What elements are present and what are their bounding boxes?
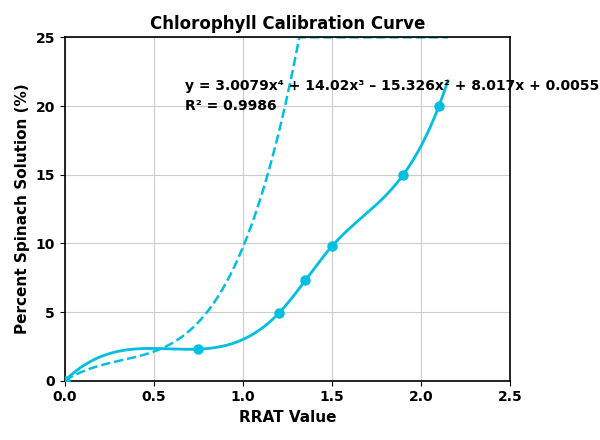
Text: y = 3.0079x⁴ + 14.02x³ – 15.326x² + 8.017x + 0.0055
R² = 0.9986: y = 3.0079x⁴ + 14.02x³ – 15.326x² + 8.01… <box>185 78 599 113</box>
Title: Chlorophyll Calibration Curve: Chlorophyll Calibration Curve <box>150 15 425 33</box>
Y-axis label: Percent Spinach Solution (%): Percent Spinach Solution (%) <box>15 84 30 334</box>
X-axis label: RRAT Value: RRAT Value <box>239 410 336 425</box>
